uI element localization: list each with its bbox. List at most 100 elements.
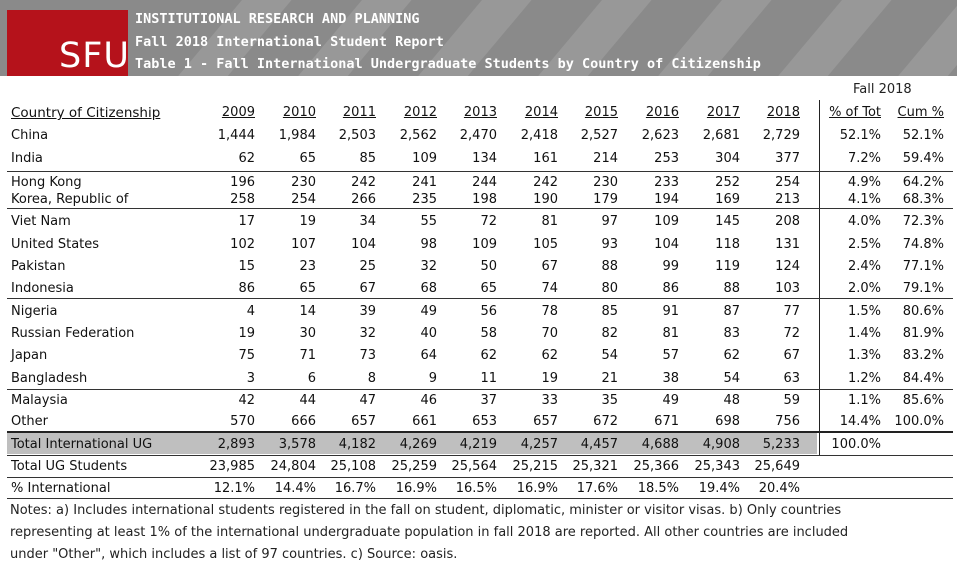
table-cell: 57 [662,348,679,363]
table-cell: 161 [533,151,558,166]
table-header-row: Country of Citizenship 2009 2010 2011 2012 20… [7,103,953,125]
table-cell: 666 [291,414,316,429]
total-divider [7,431,953,433]
table-cell: 78 [541,304,558,319]
table-cell: 1.3% [847,348,881,363]
table-cell: 23 [299,259,316,274]
table-cell: 1,444 [217,128,255,143]
table-cell: 4,182 [338,437,376,452]
notes-line-2: representing at least 1% of the internat… [10,525,849,540]
table-cell: 2,729 [762,128,800,143]
table-cell: 107 [291,237,316,252]
table-cell: 34 [359,214,376,229]
column-header-year: 2017 [706,105,740,120]
table-cell: 109 [472,237,497,252]
table-cell: 698 [715,414,740,429]
table-cell: 8 [367,371,376,386]
table-cell: 72.3% [902,214,944,229]
table-cell: 74 [541,281,558,296]
table-cell: 4,688 [641,437,679,452]
table-cell: 85 [359,151,376,166]
table-cell: 190 [533,192,558,207]
table-cell: 104 [654,237,679,252]
table-cell: 16.5% [455,481,497,496]
table-cell: 242 [351,175,376,190]
table-cell: 99 [662,259,679,274]
table-cell: 1.4% [847,326,881,341]
table-cell: 2,470 [459,128,497,143]
table-cell: 19.4% [698,481,740,496]
column-header-pct-of-total: % of Tot [829,105,881,120]
table-cell: 37 [480,393,497,408]
table-cell: 16.9% [395,481,437,496]
table-cell: 304 [715,151,740,166]
sfu-logo: SFU [7,10,129,76]
table-cell: 49 [662,393,679,408]
table-row: Nigeria 4 14 39 49 56 78 85 91 87 77 1.5% 80.6% [7,302,953,324]
table-cell: 79.1% [902,281,944,296]
table-cell: 65 [299,151,316,166]
row-label: Bangladesh [11,371,88,386]
row-label: China [11,128,49,143]
table-cell: 73 [359,348,376,363]
table-cell: 32 [359,326,376,341]
table-cell: 377 [775,151,800,166]
table-cell: 2.4% [847,259,881,274]
table-cell: 52.1% [902,128,944,143]
table-cell: 85 [601,304,618,319]
table-row: Total International UG 2,893 3,578 4,182 4,2… [7,435,953,457]
table-cell: 25,366 [633,459,680,474]
table-cell: 52.1% [839,128,881,143]
total-divider [7,455,953,456]
notes-line-1: Notes: a) Includes international student… [10,503,842,518]
table-title: Table 1 - Fall International Undergradua… [135,56,761,72]
table-cell: 84.4% [902,371,944,386]
row-label: Nigeria [11,304,58,319]
table-cell: 17.6% [576,481,618,496]
table-cell: 657 [351,414,376,429]
table-cell: 49 [420,304,437,319]
table-row: % International 12.1% 14.4% 16.7% 16.9% 16.5%… [7,479,953,501]
table-cell: 48 [723,393,740,408]
table-cell: 83 [723,326,740,341]
column-header-year: 2013 [463,105,497,120]
column-header-year: 2015 [584,105,618,120]
table-cell: 672 [593,414,618,429]
table-cell: 70 [541,326,558,341]
table-cell: 59.4% [902,151,944,166]
table-cell: 196 [230,175,255,190]
column-header-cum-pct: Cum % [897,105,944,120]
row-label: Other [11,414,48,429]
column-header-year: 2016 [645,105,679,120]
table-cell: 252 [715,175,740,190]
table-row: Malaysia 42 44 47 46 37 33 35 49 48 59 1.1% 85.6% [7,391,953,413]
table-cell: 661 [412,414,437,429]
column-header-year: 2009 [221,105,255,120]
column-divider [819,100,820,455]
fall-2018-group-header: Fall 2018 [853,82,912,97]
table-cell: 214 [593,151,618,166]
table-cell: 194 [654,192,679,207]
table-cell: 86 [238,281,255,296]
column-header-year: 2011 [342,105,376,120]
table-cell: 134 [472,151,497,166]
table-cell: 80.6% [902,304,944,319]
table-cell: 570 [230,414,255,429]
table-cell: 64.2% [902,175,944,190]
table-cell: 15 [238,259,255,274]
table-cell: 4.0% [847,214,881,229]
table-cell: 12.1% [213,481,255,496]
row-label: Total UG Students [11,459,128,474]
table-cell: 6 [307,371,316,386]
row-label: Japan [11,348,48,363]
table-cell: 32 [420,259,437,274]
row-label: Korea, Republic of [11,192,129,207]
table-cell: 11 [480,371,497,386]
column-header-year: 2018 [766,105,800,120]
group-divider [7,298,953,299]
table-cell: 2,623 [641,128,679,143]
department-title: INSTITUTIONAL RESEARCH AND PLANNING [135,11,420,27]
table-cell: 25,649 [754,459,801,474]
table-cell: 20.4% [758,481,800,496]
table-cell: 67 [541,259,558,274]
